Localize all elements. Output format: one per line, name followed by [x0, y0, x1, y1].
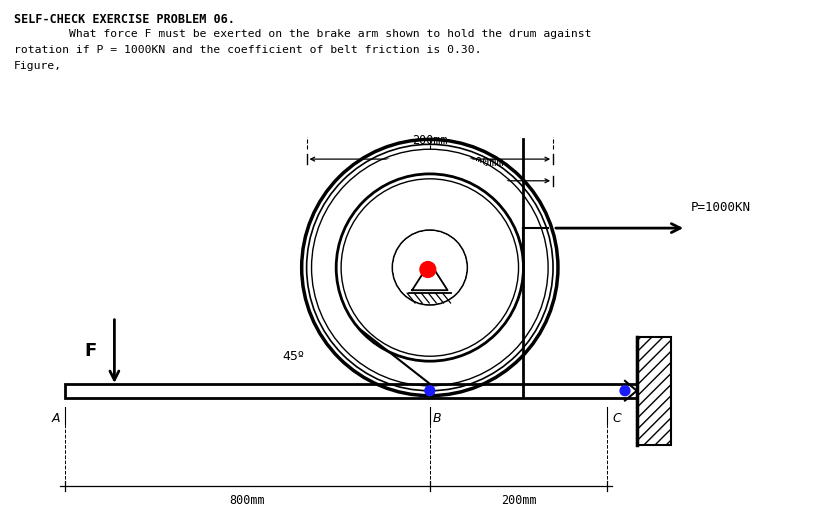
Text: 45º: 45º — [282, 350, 304, 363]
Text: rotation if P = 1000KN and the coefficient of belt friction is 0.30.: rotation if P = 1000KN and the coefficie… — [14, 45, 481, 55]
Circle shape — [420, 262, 436, 277]
Text: Figure,: Figure, — [14, 60, 62, 71]
Text: SELF-CHECK EXERCISE PROBLEM 06.: SELF-CHECK EXERCISE PROBLEM 06. — [14, 13, 235, 26]
Circle shape — [425, 386, 435, 396]
Bar — [637, 337, 671, 445]
Text: C: C — [612, 412, 621, 426]
Text: 200mm: 200mm — [501, 494, 536, 507]
Polygon shape — [412, 263, 448, 290]
Text: 200mm: 200mm — [412, 134, 448, 147]
Circle shape — [620, 386, 630, 396]
Text: P=1000KN: P=1000KN — [691, 201, 751, 214]
Text: F: F — [84, 342, 97, 360]
Text: 800mm: 800mm — [230, 494, 266, 507]
Text: A: A — [52, 412, 60, 426]
Text: B: B — [433, 412, 442, 426]
Text: D: D — [430, 309, 439, 322]
Text: 100mm: 100mm — [468, 156, 504, 169]
Bar — [65, 384, 637, 398]
Text: What force F must be exerted on the brake arm shown to hold the drum against: What force F must be exerted on the brak… — [14, 29, 591, 39]
Circle shape — [393, 231, 466, 304]
Circle shape — [313, 151, 546, 384]
